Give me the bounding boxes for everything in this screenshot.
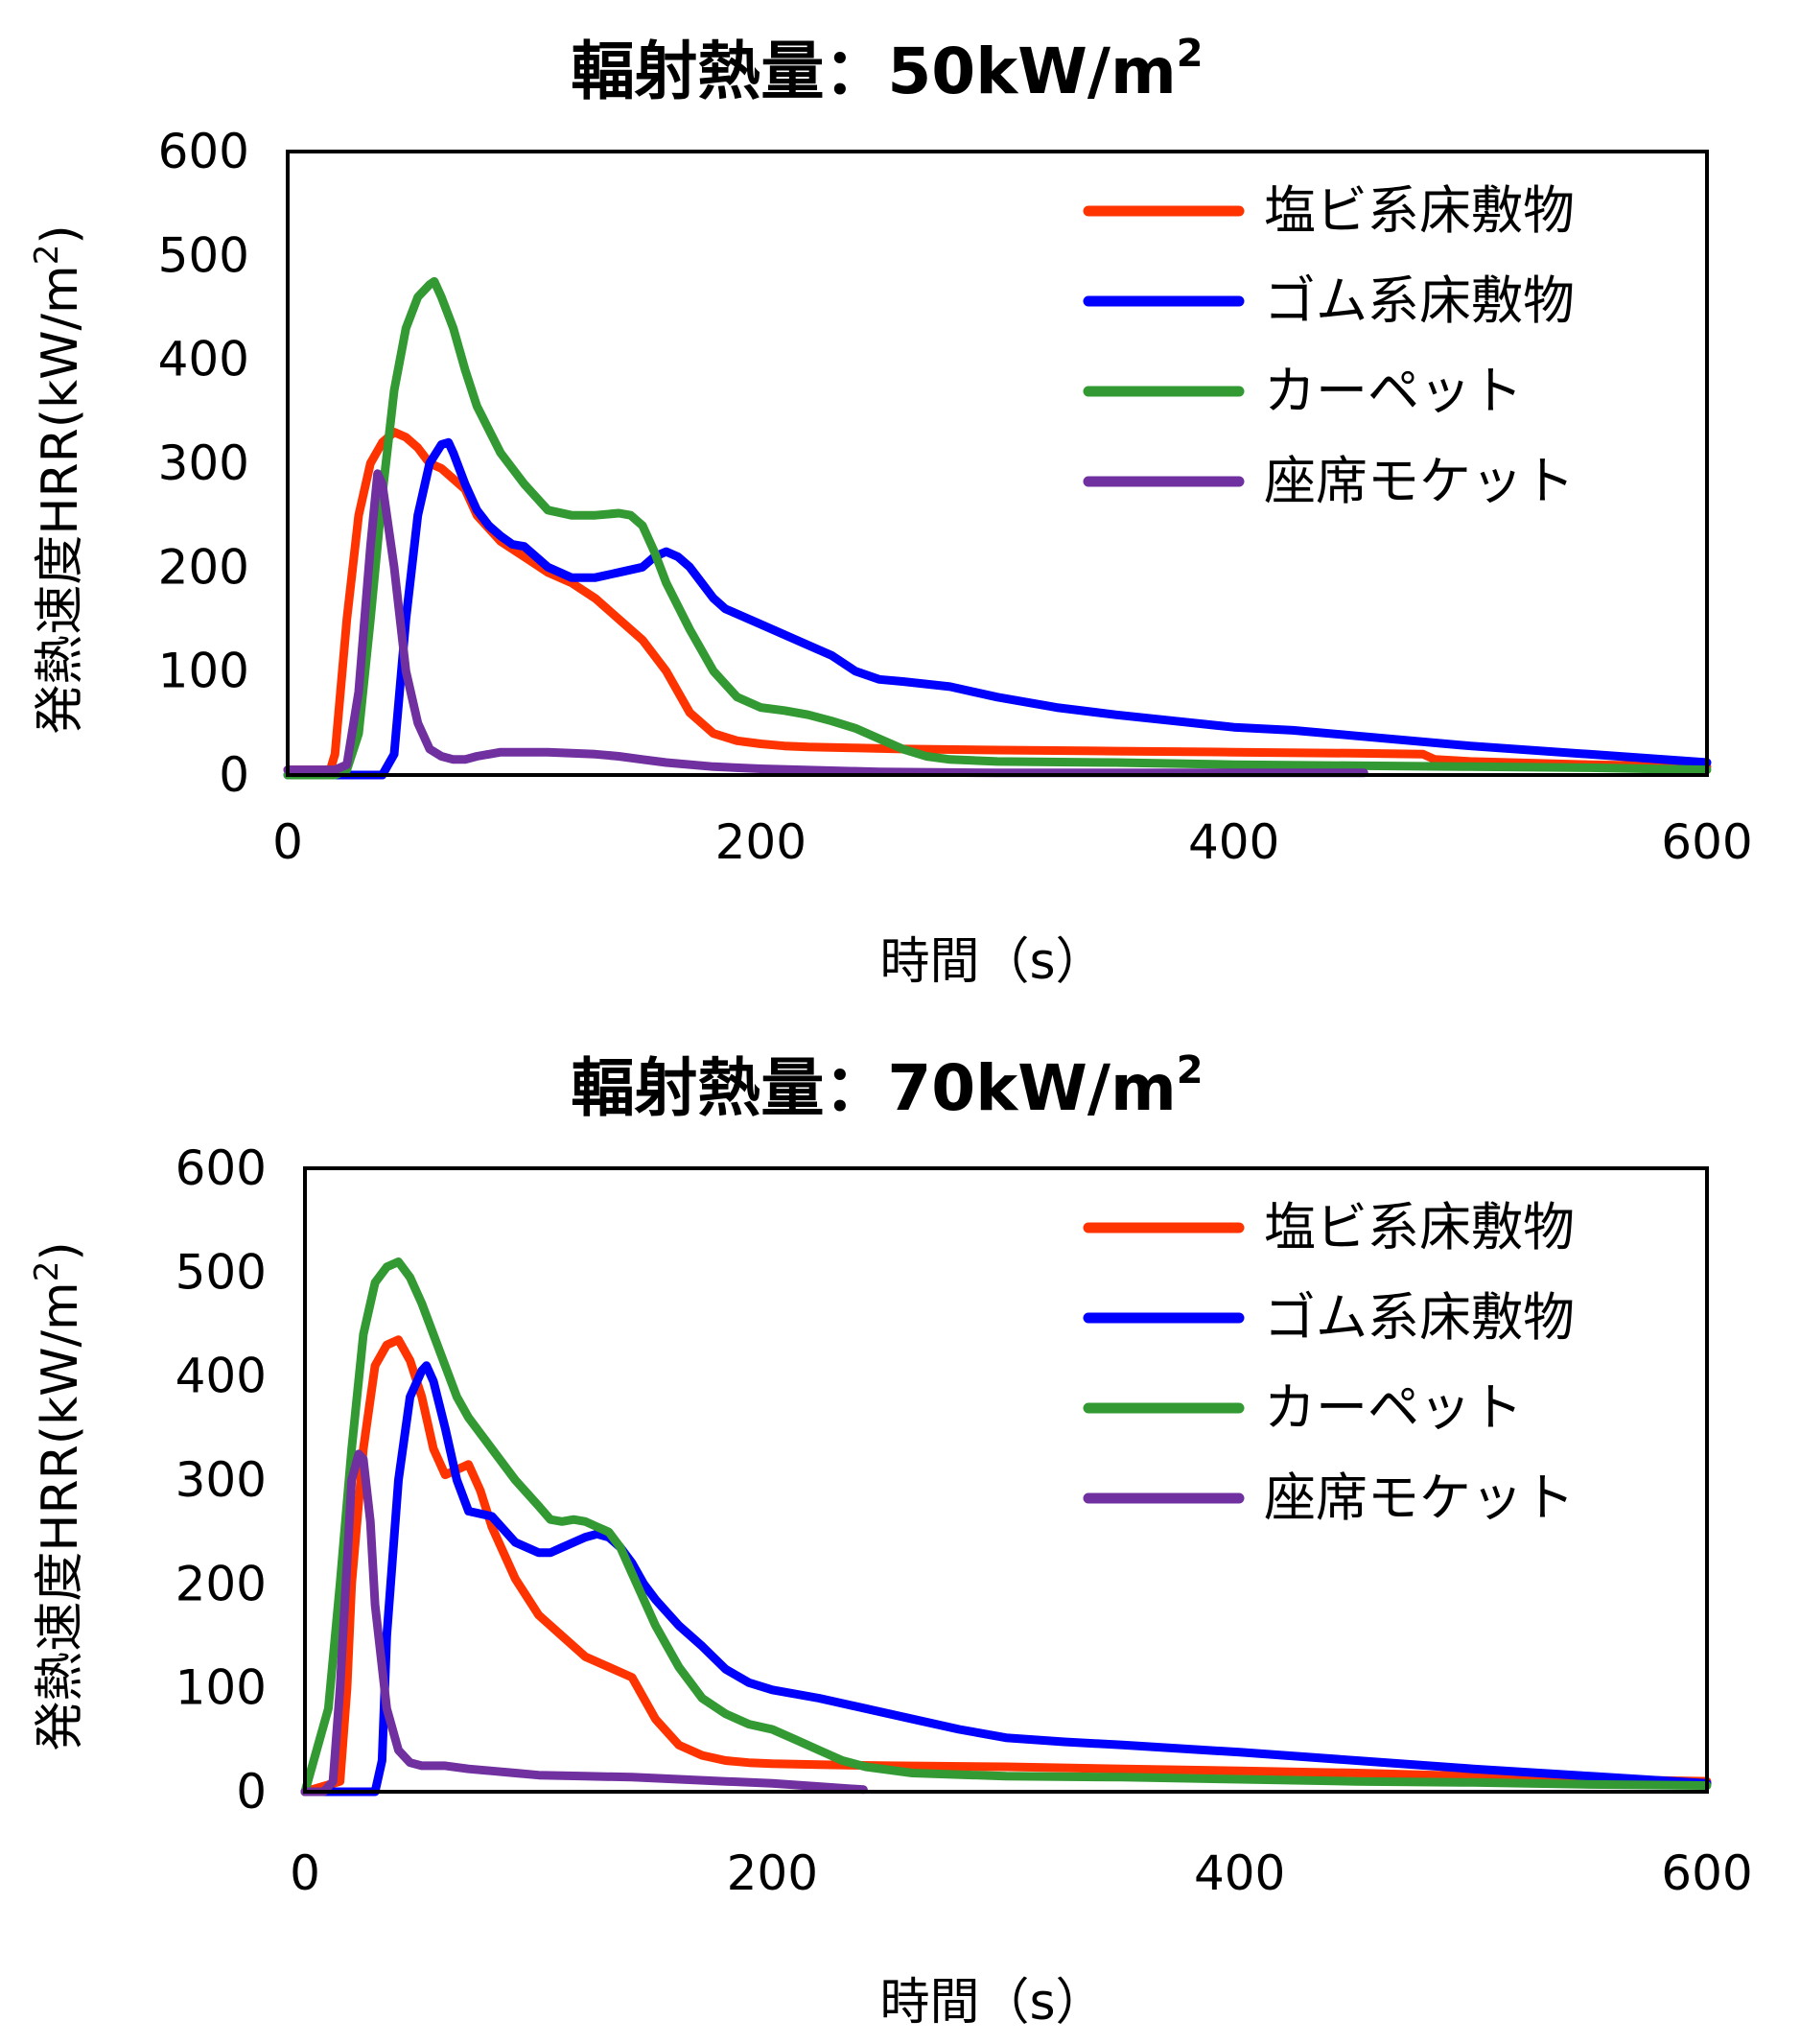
- y-tick-label: 400: [175, 1349, 267, 1404]
- legend-item-pvc: 塩ビ系床敷物: [1083, 1197, 1575, 1257]
- legend-label: カーペット: [1264, 361, 1523, 421]
- moquette-series-line: [300, 1449, 868, 1797]
- legend-label: 座席モケット: [1264, 1468, 1575, 1528]
- y-tick-label: 100: [158, 644, 249, 699]
- x-tick-labels: 0 200 400 600: [290, 1845, 1753, 1901]
- legend-item-carpet: カーペット: [1083, 1377, 1523, 1438]
- x-tick-labels: 0 200 400 600: [272, 814, 1753, 870]
- x-tick-label: 200: [715, 814, 806, 870]
- data-lines: [283, 276, 1712, 780]
- y-axis-label: 発熱速度HRR(kW/m2): [28, 1241, 89, 1750]
- y-tick-label: 600: [175, 1140, 267, 1196]
- y-tick-labels: 0 100 200 300 400 500 600: [158, 124, 249, 803]
- y-axis-label: 発熱速度HRR(kW/m2): [28, 224, 89, 734]
- y-tick-label: 300: [175, 1452, 267, 1508]
- chart-panel-70: 輻射熱量：70kW/m2 発熱速度HRR(kW/m2) 時間（s） 0 100 20…: [0, 1017, 1800, 2044]
- x-tick-label: 0: [290, 1845, 320, 1901]
- moquette-series-line: [283, 469, 1368, 778]
- pvc-series-line: [300, 1335, 1712, 1797]
- rubber-series-line: [283, 437, 1712, 780]
- legend-label: 座席モケット: [1264, 451, 1575, 511]
- legend-item-moquette: 座席モケット: [1083, 451, 1575, 511]
- legend-item-pvc: 塩ビ系床敷物: [1083, 180, 1575, 241]
- legend-label: ゴム系床敷物: [1264, 270, 1575, 331]
- y-tick-label: 100: [175, 1660, 267, 1716]
- legend-item-moquette: 座席モケット: [1083, 1468, 1575, 1528]
- legend-item-rubber: ゴム系床敷物: [1083, 270, 1575, 331]
- legend-label: ゴム系床敷物: [1264, 1287, 1575, 1348]
- legend-label: カーペット: [1264, 1377, 1523, 1438]
- y-tick-label: 0: [219, 747, 249, 803]
- y-tick-label: 400: [158, 332, 249, 388]
- legend-item-rubber: ゴム系床敷物: [1083, 1287, 1575, 1348]
- x-tick-label: 200: [727, 1845, 818, 1901]
- y-tick-labels: 0 100 200 300 400 500 600: [175, 1140, 267, 1820]
- chart-70: 輻射熱量：70kW/m2 発熱速度HRR(kW/m2) 時間（s） 0 100 20…: [28, 1048, 1753, 2032]
- x-tick-label: 0: [272, 814, 303, 870]
- chart-title: 輻射熱量：50kW/m2: [571, 32, 1203, 108]
- x-tick-label: 600: [1661, 814, 1752, 870]
- plot-frame: [303, 1166, 1709, 1794]
- carpet-series-line: [283, 276, 1712, 780]
- legend-label: 塩ビ系床敷物: [1264, 180, 1575, 241]
- y-tick-label: 500: [175, 1244, 267, 1300]
- x-axis-label: 時間（s）: [879, 1974, 1105, 2032]
- chart-50: 輻射熱量：50kW/m2 発熱速度HRR(kW/m2) 時間（s） 0 100 20…: [28, 32, 1753, 991]
- chart-panel-50: 輻射熱量：50kW/m2 発熱速度HRR(kW/m2) 時間（s） 0 100 20…: [0, 0, 1800, 1017]
- data-lines: [300, 1257, 1712, 1797]
- y-tick-label: 200: [175, 1556, 267, 1611]
- chart-title: 輻射熱量：70kW/m2: [571, 1048, 1203, 1125]
- plot-frame: [286, 150, 1709, 777]
- carpet-series-line: [300, 1257, 1712, 1797]
- x-tick-label: 600: [1661, 1845, 1752, 1901]
- x-axis-label: 時間（s）: [879, 933, 1105, 991]
- y-tick-label: 600: [158, 124, 249, 179]
- x-tick-label: 400: [1188, 814, 1279, 870]
- y-tick-label: 500: [158, 227, 249, 283]
- legend-label: 塩ビ系床敷物: [1264, 1197, 1575, 1257]
- legend-item-carpet: カーペット: [1083, 361, 1523, 421]
- y-tick-label: 200: [158, 539, 249, 595]
- y-tick-label: 0: [236, 1764, 267, 1820]
- y-tick-label: 300: [158, 435, 249, 491]
- x-tick-label: 400: [1194, 1845, 1285, 1901]
